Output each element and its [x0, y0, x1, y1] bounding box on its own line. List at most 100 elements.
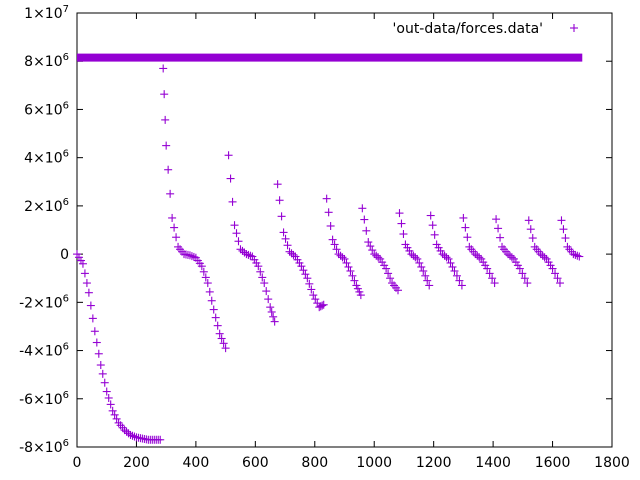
data-point: [230, 221, 239, 230]
data-point: [446, 258, 455, 267]
data-point: [421, 271, 430, 280]
data-point: [318, 301, 327, 310]
data-point: [346, 266, 355, 275]
x-axis-ticks: 0 200 400 600 800 1000 1200 1400 1600 1800: [73, 13, 630, 471]
y-tick-mantissa: -6×10: [19, 392, 63, 408]
data-point: [258, 273, 267, 282]
data-point: [575, 252, 584, 261]
data-point: [450, 266, 459, 275]
data-point: [264, 295, 273, 304]
data-point: [485, 269, 494, 278]
data-point: [273, 180, 282, 189]
legend-marker: [570, 24, 578, 32]
data-point: [242, 250, 251, 259]
x-tick-label: 1600: [535, 455, 571, 471]
data-point: [159, 64, 168, 73]
data-point: [366, 242, 375, 251]
band-markers: [77, 53, 583, 62]
data-point: [112, 414, 121, 423]
data-point: [217, 334, 226, 343]
data-point: [301, 270, 310, 279]
data-point: [270, 317, 279, 326]
data-point: [221, 344, 230, 353]
data-point: [307, 285, 316, 294]
x-tick-label: 0: [73, 455, 82, 471]
data-point: [166, 189, 175, 198]
data-point: [275, 196, 284, 205]
data-point: [461, 223, 470, 232]
data-point: [573, 251, 582, 260]
data-point: [211, 313, 220, 322]
y-tick-label: 2×106: [24, 197, 69, 215]
data-point: [551, 269, 560, 278]
y-tick-label: 1×107: [24, 4, 69, 22]
data-point: [303, 274, 312, 283]
data-point: [98, 369, 107, 378]
data-point: [126, 430, 135, 439]
data-point: [364, 238, 373, 247]
data-point: [557, 216, 566, 225]
data-point: [452, 271, 461, 280]
data-point: [88, 314, 97, 323]
x-tick-label: 200: [123, 455, 150, 471]
data-point: [494, 224, 503, 233]
constant-force-band: [77, 53, 583, 62]
data-point: [108, 406, 117, 415]
data-point: [94, 349, 103, 358]
data-point: [82, 279, 91, 288]
data-point: [417, 262, 426, 271]
y-tick-mantissa: -4×10: [19, 344, 63, 360]
data-point: [569, 250, 578, 259]
data-point: [322, 194, 331, 203]
data-point: [319, 300, 328, 309]
data-point: [84, 288, 93, 297]
x-tick-label: 400: [183, 455, 210, 471]
data-point: [419, 266, 428, 275]
data-point: [540, 253, 549, 262]
data-point: [338, 253, 347, 262]
data-point: [219, 339, 228, 348]
data-point: [254, 262, 263, 271]
data-point: [397, 219, 406, 228]
data-point: [548, 264, 557, 273]
data-point: [528, 234, 537, 243]
data-point: [269, 312, 278, 321]
y-tick-exponent: 6: [63, 100, 69, 111]
data-point: [279, 228, 288, 237]
data-point: [277, 212, 286, 221]
data-point: [344, 262, 353, 271]
data-point: [348, 271, 357, 280]
data-point: [96, 361, 105, 370]
data-point: [234, 237, 243, 246]
data-point: [162, 141, 171, 150]
y-axis-ticks: -8×106-6×106-4×106-2×10602×1064×1066×106…: [19, 4, 612, 456]
y-tick-label: 4×106: [24, 149, 69, 167]
data-point: [256, 267, 265, 276]
y-tick-mantissa: 8×10: [24, 54, 62, 70]
data-point: [262, 287, 271, 296]
data-point: [199, 267, 208, 276]
legend-label: 'out-data/forces.data': [393, 21, 543, 37]
data-point: [496, 233, 505, 242]
data-point: [399, 230, 408, 239]
data-point: [244, 250, 253, 259]
data-point: [106, 400, 115, 409]
data-point: [382, 264, 391, 273]
data-point: [207, 296, 216, 305]
y-tick-label: -8×106: [19, 438, 69, 456]
data-point: [100, 378, 109, 387]
data-point: [102, 387, 111, 396]
data-point: [426, 211, 435, 220]
y-tick-exponent: 6: [63, 149, 69, 160]
data-point: [492, 215, 501, 224]
data-point: [444, 254, 453, 263]
data-point: [104, 393, 113, 402]
y-tick-exponent: 6: [63, 342, 69, 353]
data-point: [561, 234, 570, 243]
data-point: [413, 254, 422, 263]
data-point: [205, 287, 214, 296]
data-point: [226, 174, 235, 183]
data-point: [518, 269, 527, 278]
data-point: [172, 233, 181, 242]
data-point: [362, 226, 371, 235]
